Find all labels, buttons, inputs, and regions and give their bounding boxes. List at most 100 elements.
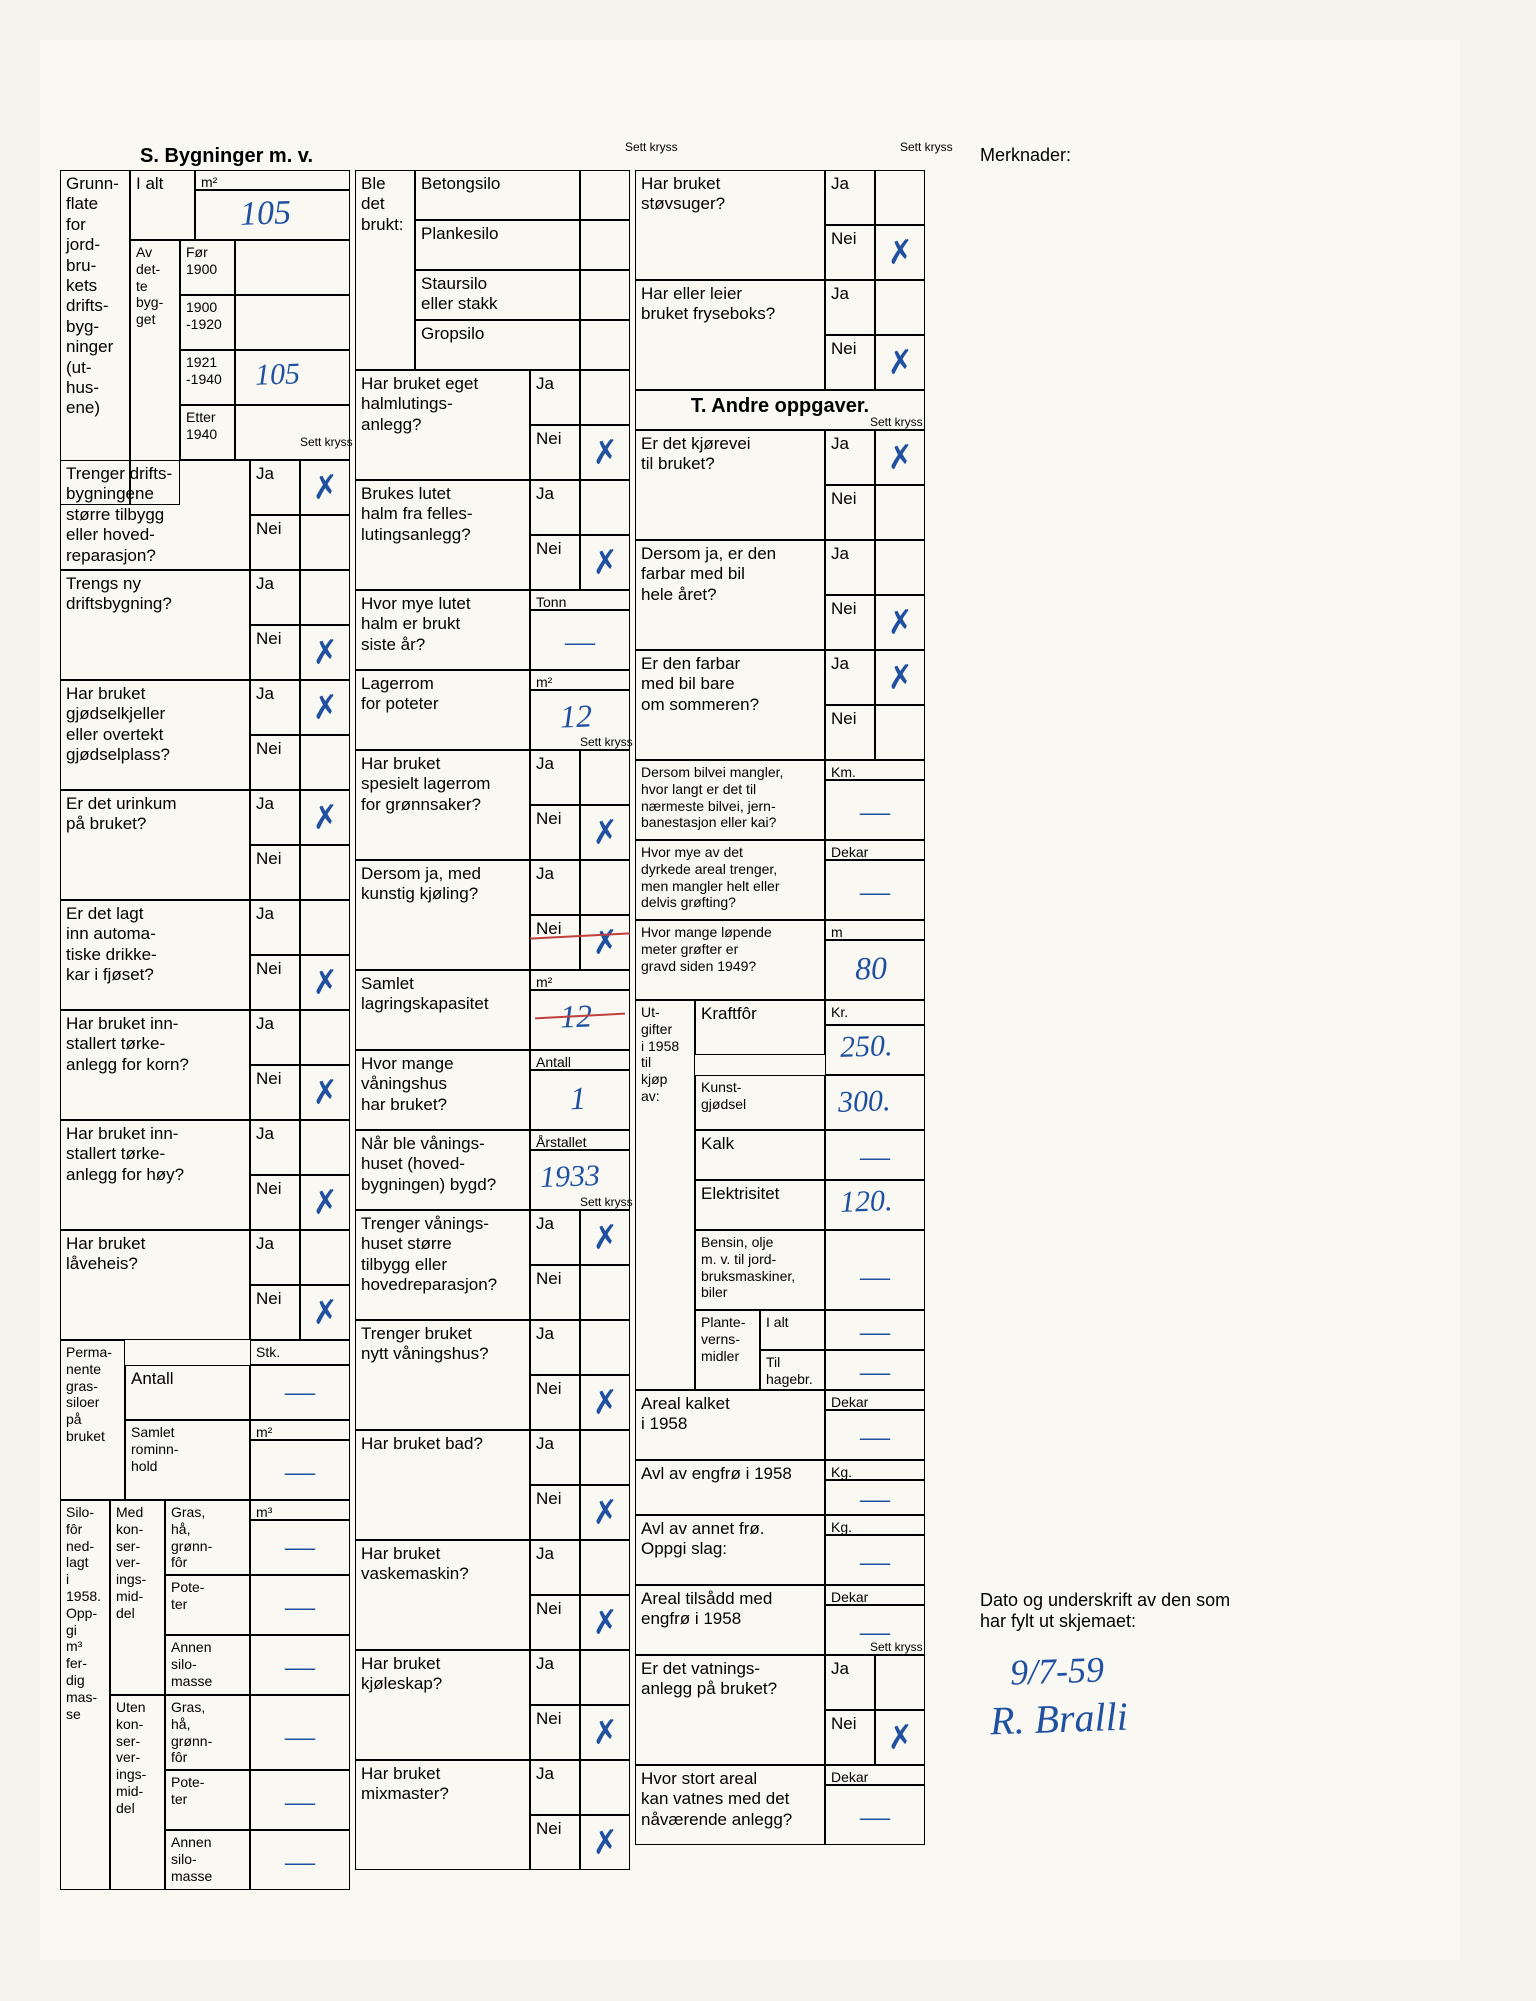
plankesilo: Plankesilo — [415, 220, 580, 270]
dash-antall: — — [285, 1375, 315, 1409]
dash-p1: — — [285, 1590, 315, 1624]
nei-bad: Nei — [530, 1485, 580, 1540]
ja-2-box[interactable] — [300, 570, 350, 625]
m-gg: m — [825, 920, 925, 940]
q-nytt-vaning: Trenger bruket nytt våningshus? — [355, 1320, 530, 1430]
uten-kons: Uten kon- ser- ver- ings- mid- del — [110, 1695, 165, 1890]
q-farbar-s: Er den farbar med bil bare om sommeren? — [635, 650, 825, 760]
ja-6-box[interactable] — [300, 1010, 350, 1065]
ja-kj-box[interactable] — [580, 1650, 630, 1705]
nei-lh: Nei — [530, 535, 580, 590]
q-drikkekar: Er det lagt inn automa- tiske drikke- ka… — [60, 900, 250, 1010]
x-1: ✗ — [310, 467, 340, 507]
grop-box[interactable] — [580, 320, 630, 370]
ja-va-box[interactable] — [875, 1655, 925, 1710]
nei-3: Nei — [250, 735, 300, 790]
q-trenger-drifts: Trenger drifts- bygningene større tilbyg… — [60, 460, 250, 570]
etter1940: Etter 1940 — [180, 405, 235, 460]
ja-lg-box[interactable] — [580, 750, 630, 805]
antall-vh: Antall — [530, 1050, 630, 1070]
q-stov: Har bruket støvsuger? — [635, 170, 825, 280]
nei-1-box[interactable] — [300, 515, 350, 570]
kg-aa: Kg. — [825, 1515, 925, 1535]
bygd-value: 1933 — [539, 1159, 600, 1195]
antall-label: Antall — [125, 1365, 250, 1420]
ja-8-box[interactable] — [300, 1230, 350, 1285]
nei-va: Nei — [825, 1710, 875, 1765]
nei-fs-box[interactable] — [875, 705, 925, 760]
q-stort: Hvor stort areal kan vatnes med det nåvæ… — [635, 1765, 825, 1845]
ja-7-box[interactable] — [300, 1120, 350, 1175]
ja-hl-box[interactable] — [580, 370, 630, 425]
nei-4-box[interactable] — [300, 845, 350, 900]
tonn: Tonn — [530, 590, 630, 610]
nei-kv-box[interactable] — [875, 485, 925, 540]
x-fr: ✗ — [885, 342, 915, 382]
x-6: ✗ — [310, 1072, 340, 1112]
for1900-val[interactable] — [235, 240, 350, 295]
staur-box[interactable] — [580, 270, 630, 320]
poteter-2: Pote- ter — [165, 1770, 250, 1830]
q-hvormye: Hvor mye lutet halm er brukt siste år? — [355, 590, 530, 670]
nei-kk: Nei — [530, 915, 580, 970]
section-s-title: S. Bygninger m. v. — [140, 145, 313, 168]
kraftfor-value: 250. — [839, 1029, 893, 1065]
ja-5: Ja — [250, 900, 300, 955]
ja-kv: Ja — [825, 430, 875, 485]
ja-lh-box[interactable] — [580, 480, 630, 535]
ja-nv-box[interactable] — [580, 1320, 630, 1375]
dekar-g: Dekar — [825, 840, 925, 860]
ja-mx-box[interactable] — [580, 1760, 630, 1815]
ja-fb-box[interactable] — [875, 540, 925, 595]
nei-fs: Nei — [825, 705, 875, 760]
x-fb: ✗ — [885, 602, 915, 642]
q-trengs-ny: Trengs ny driftsbygning? — [60, 570, 250, 680]
sett-kryss-t: Sett kryss — [870, 415, 923, 429]
ja-6: Ja — [250, 1010, 300, 1065]
ja-vm: Ja — [530, 1540, 580, 1595]
ja-kk-box[interactable] — [580, 860, 630, 915]
sett-kryss-1: Sett kryss — [625, 140, 678, 154]
etter1940-val[interactable] — [235, 405, 350, 460]
dash-ialt2: — — [860, 1315, 890, 1349]
ja-st-box[interactable] — [875, 170, 925, 225]
km: Km. — [825, 760, 925, 780]
ja-fr-box[interactable] — [875, 280, 925, 335]
grofter-value: 80 — [854, 949, 887, 987]
med-kons: Med kon- ser- ver- ings- mid- del — [110, 1500, 165, 1695]
x-7: ✗ — [310, 1182, 340, 1222]
q-gjodsel: Har bruket gjødselkjeller eller overtekt… — [60, 680, 250, 790]
nei-nv: Nei — [530, 1375, 580, 1430]
y1900-1920-val[interactable] — [235, 295, 350, 350]
m2-perma: m² — [250, 1420, 350, 1440]
form-area: S. Bygninger m. v. Sett kryss Sett kryss… — [60, 140, 1420, 1900]
dash-aa: — — [860, 1545, 890, 1579]
x-2: ✗ — [310, 632, 340, 672]
sett-kryss-va: Sett kryss — [870, 1640, 923, 1654]
q-vatning: Er det vatnings- anlegg på bruket? — [635, 1655, 825, 1765]
for1900: Før 1900 — [180, 240, 235, 295]
x-vm: ✗ — [590, 1602, 620, 1642]
q-areal-kalket: Areal kalket i 1958 — [635, 1390, 825, 1460]
nei-3-box[interactable] — [300, 735, 350, 790]
perma-label: Perma- nente gras- siloer på bruket — [60, 1340, 125, 1500]
y1900-1920: 1900 -1920 — [180, 295, 235, 350]
gropsilo: Gropsilo — [415, 320, 580, 370]
poteter-1: Pote- ter — [165, 1575, 250, 1635]
planke-box[interactable] — [580, 220, 630, 270]
nei-vt-box[interactable] — [580, 1265, 630, 1320]
q-lagerrom-gronn: Har bruket spesielt lagerrom for grønnsa… — [355, 750, 530, 860]
nei-vt: Nei — [530, 1265, 580, 1320]
betong-box[interactable] — [580, 170, 630, 220]
ja-5-box[interactable] — [300, 900, 350, 955]
nei-vm: Nei — [530, 1595, 580, 1650]
dash-p2: — — [285, 1785, 315, 1819]
ja-nv: Ja — [530, 1320, 580, 1375]
ja-vm-box[interactable] — [580, 1540, 630, 1595]
ja-bad-box[interactable] — [580, 1430, 630, 1485]
y1921-value: 105 — [254, 357, 300, 393]
q-torke-hoy: Har bruket inn- stallert tørke- anlegg f… — [60, 1120, 250, 1230]
nei-mx: Nei — [530, 1815, 580, 1870]
q-grofting: Hvor mye av det dyrkede areal trenger, m… — [635, 840, 825, 920]
annen-1: Annen silo- masse — [165, 1635, 250, 1695]
